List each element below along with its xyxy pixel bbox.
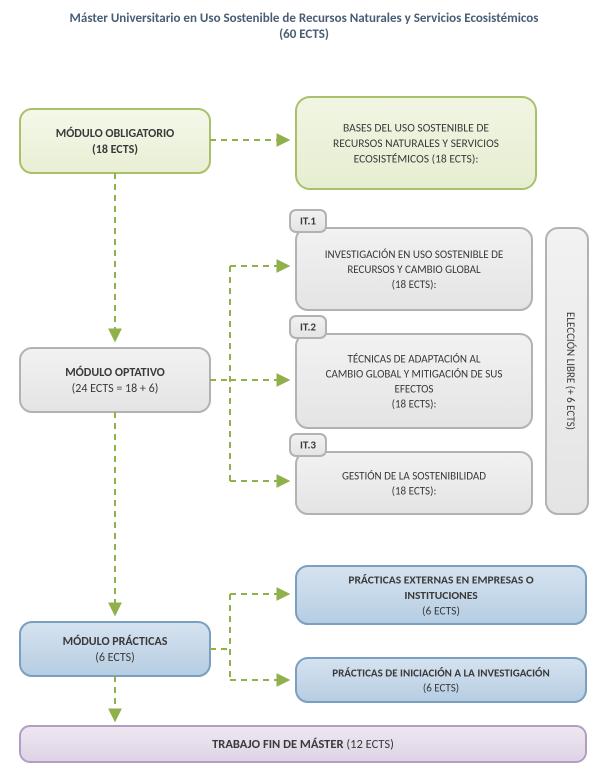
box-iniciacion: PRÁCTICAS DE INICIACIÓN A LA INVESTIGACI… [296, 658, 586, 702]
box-it3: GESTIÓN DE LA SOSTENIBILIDAD(18 ECTS):IT… [290, 434, 532, 514]
tag-it1: IT.1 [300, 215, 316, 228]
box-tfm: TRABAJO FIN DE MÁSTER (12 ECTS) [20, 726, 586, 762]
box-it1: INVESTIGACIÓN EN USO SOSTENIBLE DERECURS… [290, 210, 532, 310]
box-obligatorio: MÓDULO OBLIGATORIO(18 ECTS) [20, 109, 210, 173]
tag-it2: IT.2 [300, 321, 316, 334]
box-externas: PRÁCTICAS EXTERNAS EN EMPRESAS OINSTITUC… [296, 566, 586, 624]
label-eleccion: ELECCIÓN LIBRE (+ 6 ECTS) [564, 312, 577, 430]
label-tfm: TRABAJO FIN DE MÁSTER (12 ECTS) [212, 737, 394, 752]
box-it2: TÉCNICAS DE ADAPTACIÓN ALCAMBIO GLOBAL Y… [290, 316, 532, 428]
label-bases: BASES DEL USO SOSTENIBLE DERECURSOS NATU… [333, 121, 499, 166]
box-bases: BASES DEL USO SOSTENIBLE DERECURSOS NATU… [296, 97, 536, 189]
page-title: Máster Universitario en Uso Sostenible d… [70, 11, 539, 42]
box-eleccion: ELECCIÓN LIBRE (+ 6 ECTS) [546, 228, 588, 514]
box-practicas: MÓDULO PRÁCTICAS(6 ECTS) [20, 622, 210, 676]
tag-it3: IT.3 [300, 439, 316, 452]
box-optativo: MÓDULO OPTATIVO(24 ECTS = 18 + 6) [20, 348, 210, 412]
